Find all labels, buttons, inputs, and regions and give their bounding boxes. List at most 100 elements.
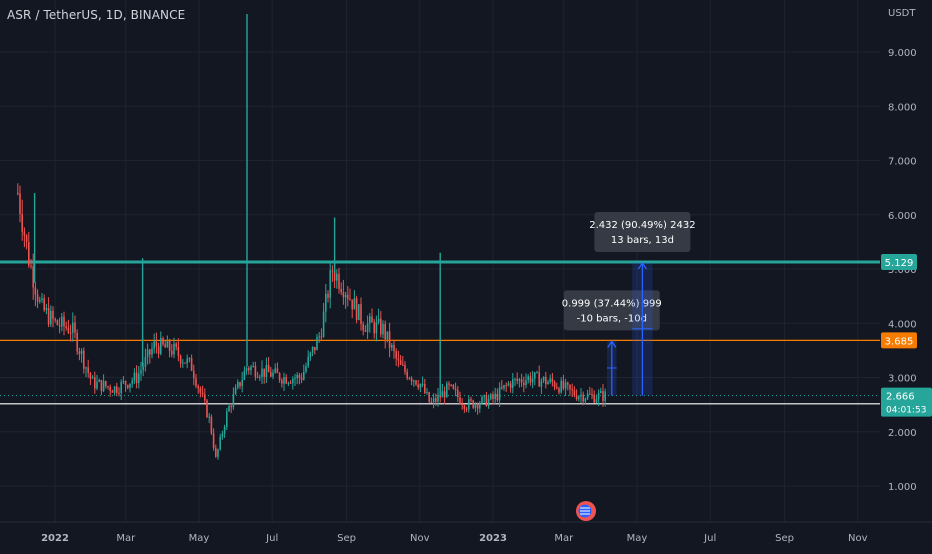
measure-label-line1: 2.432 (90.49%) 2432 (589, 220, 695, 231)
candle-body (333, 271, 336, 281)
candle-body (237, 382, 239, 388)
candle-body (353, 298, 356, 310)
candle-body (518, 379, 521, 381)
candle-body (479, 403, 481, 409)
candle-body (113, 386, 116, 393)
candle-body (63, 316, 65, 327)
candle-body (228, 406, 230, 412)
candle-body (487, 399, 490, 406)
candle-body (74, 322, 76, 333)
candle-body (347, 294, 349, 299)
candle-body (494, 393, 496, 400)
candle-body (386, 331, 389, 340)
candle-body (54, 318, 56, 321)
candle-body (56, 320, 59, 325)
candle-body (19, 193, 21, 215)
x-tick-label: Nov (410, 533, 430, 544)
candle-body (272, 372, 274, 377)
candle-body (540, 380, 543, 387)
candle-body (507, 383, 510, 386)
candle-body (131, 380, 133, 384)
candle-body (283, 377, 285, 384)
event-flag-icon (576, 501, 596, 521)
candle-body (564, 382, 567, 389)
candle-body (168, 340, 171, 352)
candle-body (111, 390, 114, 393)
candle-body (122, 381, 125, 383)
candle-body (428, 392, 430, 403)
x-tick-label: Jul (703, 533, 716, 544)
candle-body (234, 387, 237, 395)
measure-label-line2: 13 bars, 13d (611, 235, 674, 246)
candle-body (160, 338, 162, 354)
candle-body (17, 193, 19, 195)
candle-body (96, 381, 98, 389)
candle-body (155, 341, 158, 347)
candle-body (34, 287, 37, 295)
candle-body (250, 366, 252, 371)
candle-body (30, 265, 32, 267)
y-tick-label: 8.000 (888, 102, 917, 113)
countdown-label: 04:01:53 (886, 406, 926, 416)
candle-body (142, 366, 144, 371)
candle-body (538, 372, 540, 387)
candle-body (529, 376, 532, 383)
symbol-title: ASR / TetherUS, 1D, BINANCE (7, 8, 186, 22)
candle-body (300, 378, 303, 380)
candle-body (340, 288, 342, 293)
candle-body (476, 404, 479, 409)
x-tick-label: May (627, 533, 648, 544)
candle-body (243, 370, 246, 380)
candle-body (256, 376, 259, 378)
candle-body (375, 321, 378, 334)
candle-body (410, 378, 413, 382)
candle-body (186, 358, 188, 364)
candle-body (534, 372, 536, 379)
candle-body (28, 241, 30, 266)
candle-body (61, 316, 63, 327)
candle-body (395, 351, 397, 359)
candle-body (413, 380, 415, 382)
candle-body (399, 360, 402, 365)
candle-body (547, 381, 549, 385)
candle-body (287, 382, 290, 384)
candle-body (571, 389, 573, 391)
candle-body (50, 310, 52, 325)
candle-body (171, 351, 173, 355)
candle-body (305, 366, 307, 372)
candle-body (421, 383, 424, 385)
candle-body (496, 393, 499, 401)
candle-body (45, 307, 48, 311)
y-tick-label: 9.000 (888, 48, 917, 59)
x-tick-label: Nov (848, 533, 868, 544)
candle-body (424, 383, 426, 393)
candle-body (292, 378, 294, 384)
candle-body (294, 378, 296, 380)
candle-body (558, 388, 560, 393)
candle-body (316, 337, 318, 351)
candle-body (94, 377, 96, 389)
candle-body (177, 346, 180, 356)
level-tag-label: 3.685 (885, 336, 914, 347)
candle-body (83, 350, 85, 369)
candle-body (153, 341, 155, 349)
candle-body (604, 391, 606, 401)
candle-body (69, 332, 72, 334)
candle-body (25, 235, 28, 242)
candle-body (146, 349, 149, 357)
candle-body (584, 398, 587, 402)
candle-body (437, 394, 439, 402)
x-tick-label: May (189, 533, 210, 544)
candle-body (215, 447, 217, 457)
candle-body (338, 273, 340, 289)
candle-body (89, 372, 92, 379)
candle-body (384, 323, 386, 340)
candle-body (331, 270, 334, 272)
candle-body (157, 346, 160, 354)
candle-body (210, 416, 213, 434)
candle-body (329, 270, 331, 298)
candle-body (463, 405, 466, 409)
candle-body (36, 294, 39, 302)
